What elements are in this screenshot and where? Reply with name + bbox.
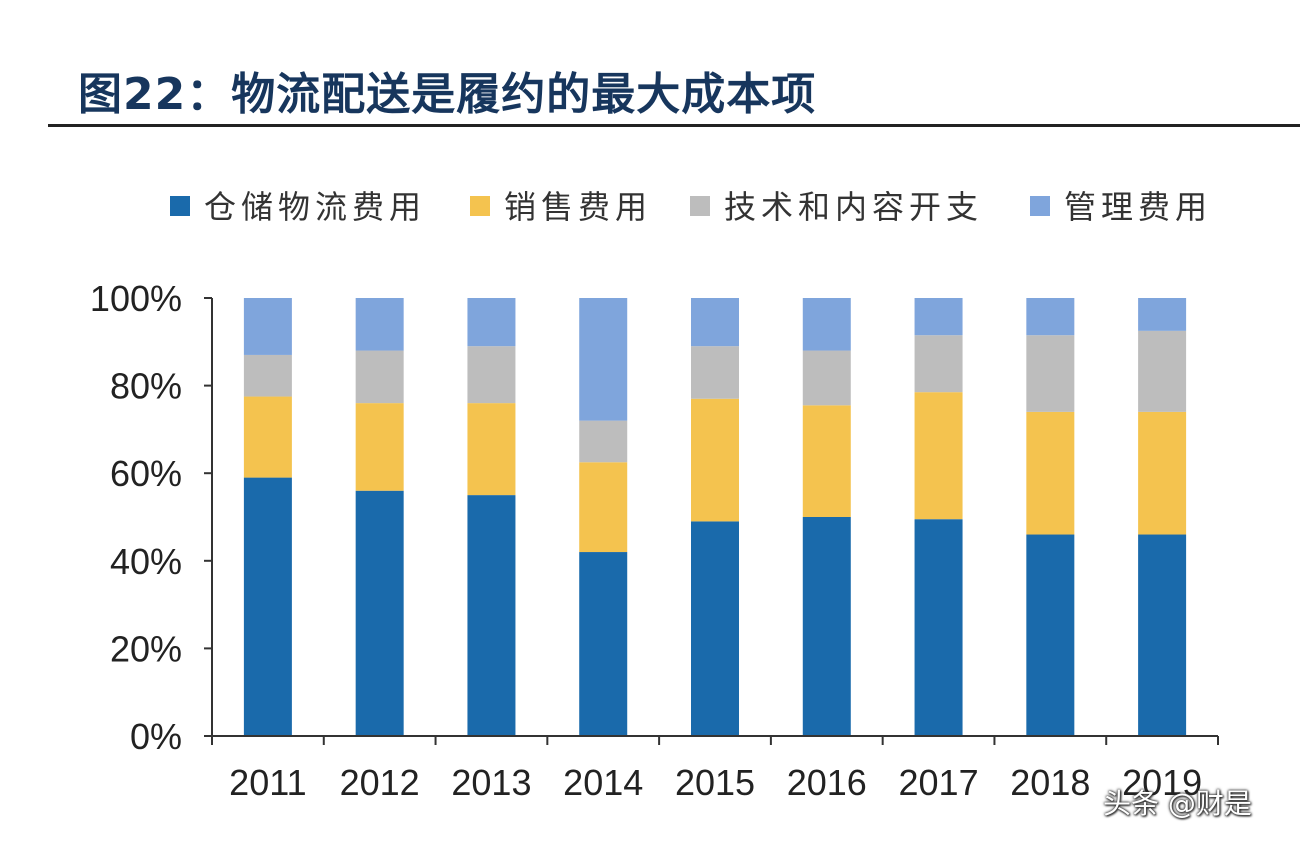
bar-2016-series-0	[802, 517, 851, 736]
bar-2015-series-2	[691, 346, 739, 399]
bar-2015-series-0	[691, 521, 739, 736]
bar-2011-series-3	[243, 298, 292, 355]
y-tick-label-3: 60%	[110, 453, 182, 494]
y-tick-label-5: 100%	[90, 278, 182, 319]
legend-label-3: 管理费用	[1064, 188, 1212, 226]
bar-2011-series-1	[243, 396, 292, 478]
bar-2011-series-0	[243, 477, 292, 736]
x-tick-label-2013: 2013	[451, 762, 531, 803]
x-tick-label-2011: 2011	[229, 762, 306, 803]
bar-2012-series-1	[355, 403, 404, 491]
title-divider	[48, 124, 1300, 127]
x-tick-label-2016: 2016	[787, 762, 867, 803]
bar-2017-series-0	[914, 519, 963, 736]
legend-swatch-1	[470, 196, 490, 216]
bar-2014-series-3	[579, 298, 628, 421]
bar-2017-series-2	[914, 335, 963, 393]
y-tick-label-0: 0%	[130, 716, 182, 757]
x-tick-label-2017: 2017	[899, 762, 979, 803]
bar-2015-series-1	[691, 398, 739, 522]
bar-2014-series-1	[579, 462, 628, 553]
x-tick-label-2012: 2012	[340, 762, 420, 803]
bar-2019-series-1	[1138, 411, 1187, 535]
bar-2019-series-3	[1138, 298, 1187, 331]
bar-2017-series-3	[914, 298, 963, 336]
bar-2012-series-0	[355, 490, 404, 736]
bar-2013-series-2	[467, 346, 516, 404]
bar-2013-series-1	[467, 403, 516, 496]
bar-2018-series-3	[1026, 298, 1075, 336]
bar-2015-series-3	[691, 298, 739, 347]
legend-label-0: 仓储物流费用	[204, 188, 426, 226]
legend-swatch-3	[1030, 196, 1050, 216]
legend-label-2: 技术和内容开支	[724, 188, 983, 226]
page-title: 图22：物流配送是履约的最大成本项	[78, 69, 817, 120]
bar-2018-series-0	[1026, 534, 1075, 736]
bar-2016-series-3	[802, 298, 851, 351]
bar-2012-series-2	[355, 350, 404, 404]
bar-2012-series-3	[355, 298, 404, 351]
bar-2018-series-2	[1026, 335, 1075, 412]
legend-swatch-0	[170, 196, 190, 216]
legend-swatch-2	[690, 196, 710, 216]
legend-label-1: 销售费用	[504, 188, 652, 226]
bar-2018-series-1	[1026, 411, 1075, 535]
x-tick-label-2019: 2019	[1122, 762, 1202, 803]
bar-2016-series-2	[802, 350, 851, 406]
axes-group: 0% 20% 40% 60% 80% 100% 2011 2012 2013 2014 2015 20…	[90, 278, 1219, 803]
bars-group	[243, 298, 1187, 736]
legend: 仓储物流费用 销售费用 技术和内容开支 管理费用	[170, 188, 1212, 226]
bar-2016-series-1	[802, 405, 851, 517]
y-tick-label-2: 40%	[110, 541, 182, 582]
bar-2011-series-2	[243, 354, 292, 397]
y-tick-label-4: 80%	[110, 366, 182, 407]
y-tick-label-1: 20%	[110, 628, 182, 669]
watermark: 头条 @财是	[1103, 787, 1252, 820]
bar-2019-series-2	[1138, 330, 1187, 412]
bar-2013-series-0	[467, 495, 516, 736]
bar-2013-series-3	[467, 298, 516, 347]
bar-2014-series-0	[579, 552, 628, 736]
x-tick-label-2018: 2018	[1010, 762, 1090, 803]
x-tick-label-2015: 2015	[675, 762, 755, 803]
bar-2014-series-2	[579, 420, 628, 463]
bar-2017-series-1	[914, 392, 963, 520]
x-tick-label-2014: 2014	[563, 762, 643, 803]
bar-2019-series-0	[1138, 534, 1187, 736]
